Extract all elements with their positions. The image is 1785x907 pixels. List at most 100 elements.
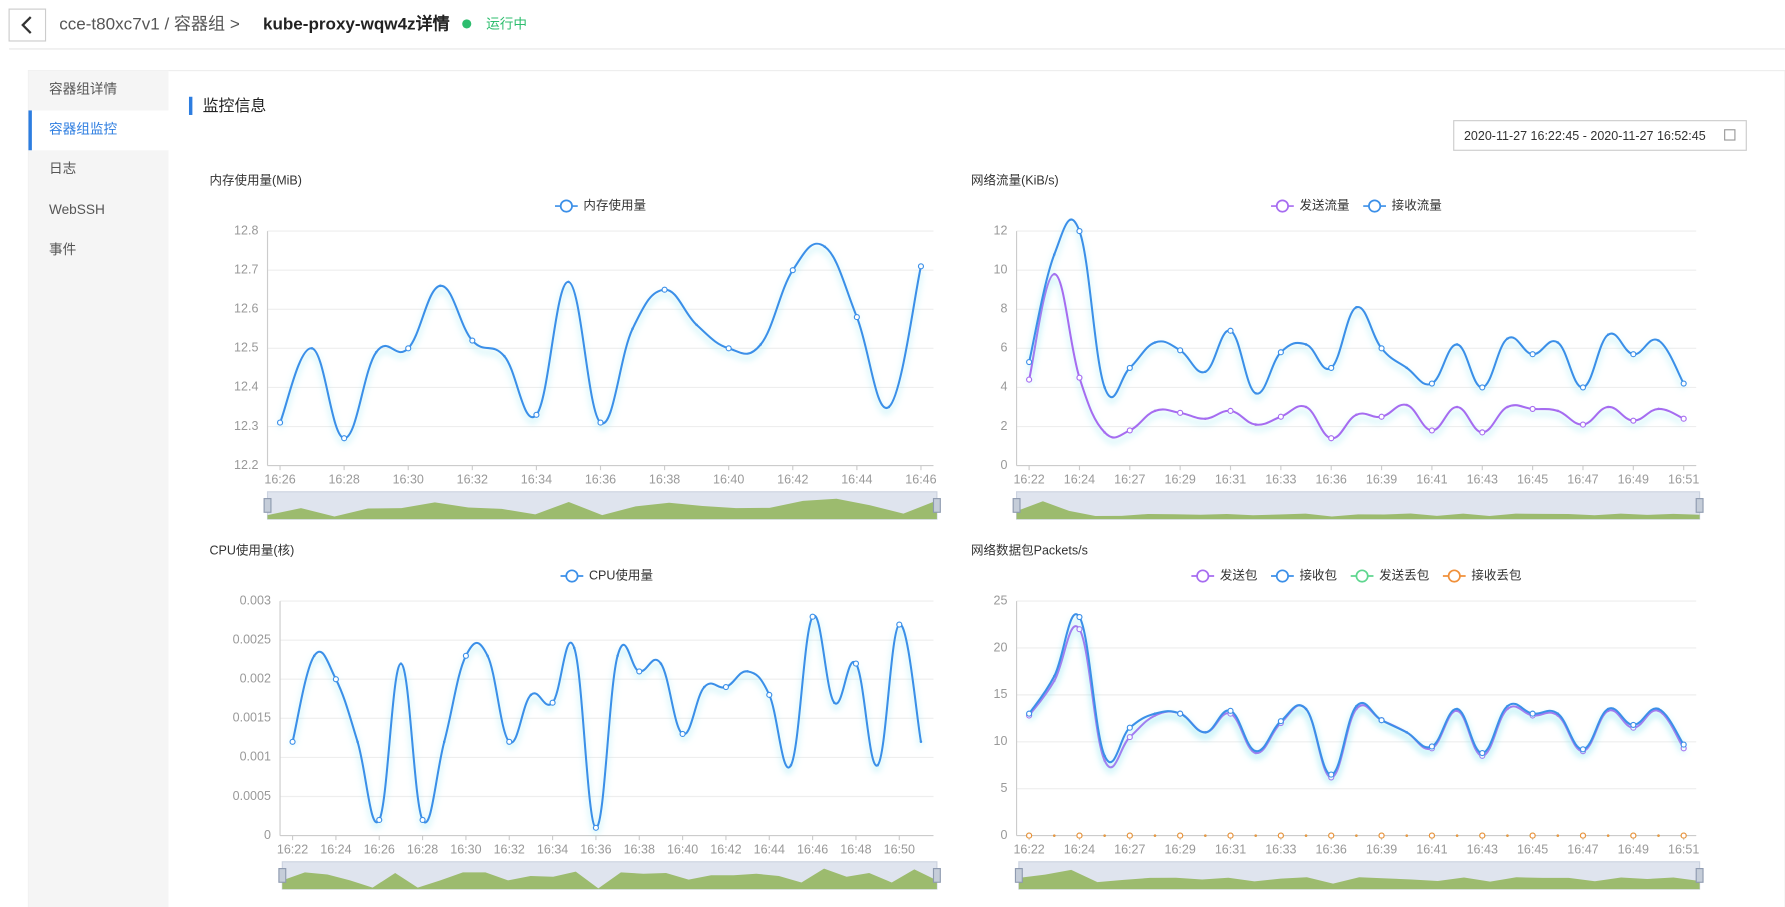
status-dot [462, 19, 472, 29]
data-point [746, 670, 749, 673]
zoom-handle[interactable] [1695, 498, 1704, 513]
legend-icon [1196, 569, 1210, 583]
chart-title: CPU使用量(核) [209, 542, 294, 557]
data-point [789, 267, 796, 274]
y-tick-label: 8 [1001, 302, 1008, 316]
zoom-area [267, 498, 937, 520]
data-point [1657, 339, 1660, 342]
data-point [759, 343, 762, 346]
data-point [1204, 417, 1207, 420]
content-frame [27, 70, 1785, 907]
y-tick-label: 0 [1001, 828, 1008, 842]
legend-icon [1275, 199, 1289, 213]
data-point [597, 419, 604, 426]
x-tick-label: 16:40 [713, 473, 744, 487]
x-tick-label: 16:46 [905, 473, 936, 487]
x-tick-label: 16:33 [1265, 843, 1296, 857]
x-tick-label: 16:46 [797, 843, 828, 857]
data-point [1355, 834, 1358, 837]
data-point [1076, 613, 1083, 621]
data-point [1579, 384, 1587, 391]
data-point [1277, 413, 1284, 420]
back-button[interactable] [8, 8, 47, 42]
date-range: 2020-11-27 16:22:45 - 2020-11-27 16:52:4… [1464, 129, 1706, 143]
x-tick-label: 16:42 [777, 473, 808, 487]
x-tick-label: 16:41 [1416, 473, 1447, 487]
data-point [1657, 707, 1660, 711]
x-tick-label: 16:24 [320, 843, 351, 857]
sidebar-active-bg [28, 110, 169, 151]
data-point [1227, 407, 1234, 414]
zoom-handle[interactable] [263, 498, 272, 513]
data-point [529, 693, 533, 697]
y-tick-label: 12.7 [234, 262, 258, 276]
data-point [439, 284, 442, 288]
sidebar-item[interactable]: 容器组监控 [49, 120, 118, 136]
data-point [533, 411, 540, 418]
zoom-handle[interactable] [278, 868, 287, 883]
data-point [1657, 407, 1660, 411]
legend: CPU使用量 [560, 567, 653, 583]
data-point [1204, 834, 1207, 837]
data-point [1657, 709, 1660, 713]
x-tick-label: 16:29 [1164, 473, 1195, 487]
data-point [276, 419, 284, 426]
x-tick-label: 16:42 [710, 843, 741, 857]
zoom-handle[interactable] [1695, 868, 1704, 883]
data-point [1405, 834, 1408, 837]
data-point [1479, 384, 1486, 391]
data-point [1680, 415, 1687, 422]
data-point [341, 435, 348, 442]
data-point [659, 662, 663, 665]
x-tick-label: 16:38 [649, 473, 680, 487]
data-point [1053, 834, 1056, 837]
data-point [1606, 834, 1610, 837]
data-point [1277, 832, 1284, 839]
data-point [1455, 343, 1459, 346]
data-point [1153, 341, 1157, 344]
data-point [1428, 832, 1435, 839]
y-tick-label: 0.002 [240, 672, 271, 686]
zoom-handle[interactable] [932, 868, 941, 883]
data-point [1153, 714, 1157, 717]
y-tick-label: 12.8 [234, 223, 258, 237]
data-point [631, 327, 634, 331]
data-point [310, 347, 314, 350]
sidebar-item[interactable]: 事件 [49, 242, 76, 257]
data-point [1506, 405, 1509, 409]
zoom-handle[interactable] [1012, 498, 1021, 513]
data-point [1177, 710, 1184, 717]
y-tick-label: 12.4 [234, 380, 258, 394]
sidebar-item[interactable]: WebSSH [49, 202, 105, 217]
data-point [1455, 834, 1459, 837]
date-picker[interactable] [1453, 120, 1747, 151]
data-point [695, 323, 698, 327]
data-point [1378, 717, 1385, 724]
breadcrumb[interactable]: cce-t80xc7v1 / 容器组 > [59, 15, 240, 34]
data-point [1227, 327, 1234, 334]
legend-label: 发送流量 [1299, 197, 1349, 212]
data-point [1126, 734, 1133, 741]
sidebar-item[interactable]: 日志 [49, 161, 76, 176]
series-line [1028, 218, 1685, 399]
x-tick-label: 16:32 [457, 473, 488, 487]
x-tick-label: 16:27 [1114, 843, 1145, 857]
zoom-handle[interactable] [1014, 868, 1023, 883]
data-point [1204, 370, 1207, 374]
data-point [1378, 413, 1385, 420]
back-icon [21, 16, 32, 34]
zoom-handle[interactable] [932, 498, 941, 513]
page-title: kube-proxy-wqw4z详情 [263, 14, 450, 34]
data-point [1103, 834, 1106, 837]
data-point [823, 245, 827, 248]
data-point [1680, 380, 1687, 387]
x-tick-label: 16:36 [1316, 473, 1347, 487]
sidebar-item[interactable]: 容器组详情 [49, 81, 118, 97]
data-point [853, 314, 860, 321]
x-tick-label: 16:32 [494, 843, 525, 857]
data-point [1579, 746, 1587, 753]
data-point [356, 740, 359, 744]
x-tick-label: 16:28 [407, 843, 438, 857]
x-tick-label: 16:24 [1064, 843, 1095, 857]
x-tick-label: 16:43 [1467, 843, 1498, 857]
